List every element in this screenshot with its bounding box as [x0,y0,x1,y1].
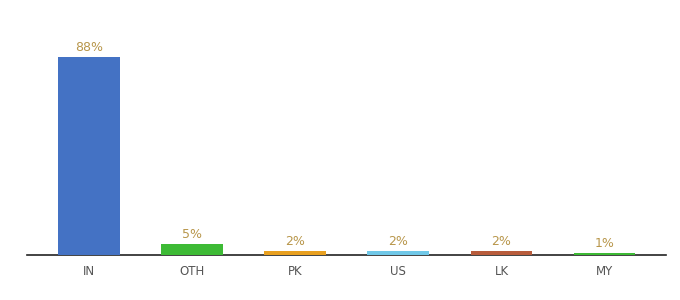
Bar [471,250,532,255]
Bar [58,57,120,255]
Bar [367,250,429,255]
Text: 1%: 1% [594,237,615,250]
Bar [161,244,223,255]
Text: 2%: 2% [388,235,408,248]
Text: 88%: 88% [75,41,103,54]
Text: 2%: 2% [492,235,511,248]
Text: 2%: 2% [286,235,305,248]
Bar [574,253,636,255]
Bar [265,250,326,255]
Text: 5%: 5% [182,228,202,241]
